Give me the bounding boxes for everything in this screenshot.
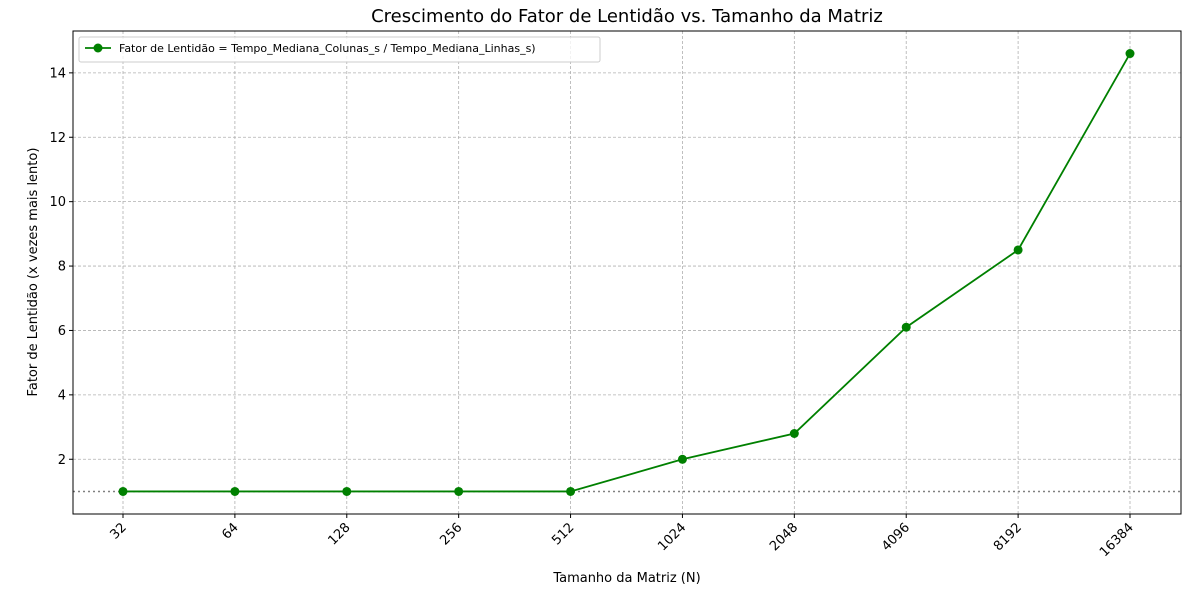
x-tick-label: 32 [108,520,130,542]
grid [73,31,1181,514]
data-point [342,486,352,496]
x-tick-label: 256 [437,520,465,548]
legend-box [78,36,601,63]
data-point [901,322,911,332]
x-tick-label: 2048 [767,520,801,554]
x-tick-label: 64 [219,520,241,542]
x-axis: 32 64 128 256 512 1024 2048 4096 8192 16384 [108,514,1137,560]
legend-label: Fator de Lentidão = Tempo_Mediana_Coluna… [119,42,536,55]
series-layer [118,49,1135,496]
y-tick-label: 12 [49,131,66,146]
x-tick-label: 512 [549,520,577,548]
data-point [454,486,464,496]
data-point [118,486,128,496]
data-point [677,454,687,464]
y-tick-label: 2 [58,453,66,468]
legend-marker [93,43,103,53]
y-axis: 2 4 6 8 10 12 14 [49,66,73,468]
y-axis-label: Fator de Lentidão (x vezes mais lento) [26,148,41,397]
data-point [1125,49,1135,59]
data-point [230,486,240,496]
x-tick-label: 1024 [655,520,689,554]
x-tick-label: 8192 [991,520,1025,554]
chart-title: Crescimento do Fator de Lentidão vs. Tam… [371,6,883,27]
series-line [123,53,1131,493]
y-tick-label: 14 [49,66,66,81]
y-tick-label: 4 [58,388,66,403]
x-tick-label: 4096 [879,520,913,554]
data-point [1013,245,1023,255]
y-tick-label: 10 [49,195,66,210]
legend: Fator de Lentidão = Tempo_Mediana_Coluna… [78,36,601,63]
x-axis-label: Tamanho da Matriz (N) [552,571,700,586]
plot-frame [72,30,1182,515]
data-point [789,429,799,438]
y-tick-label: 6 [58,324,66,339]
x-tick-label: 16384 [1097,520,1137,560]
data-point [566,486,576,496]
y-tick-label: 8 [58,260,66,275]
x-tick-label: 128 [325,520,353,548]
